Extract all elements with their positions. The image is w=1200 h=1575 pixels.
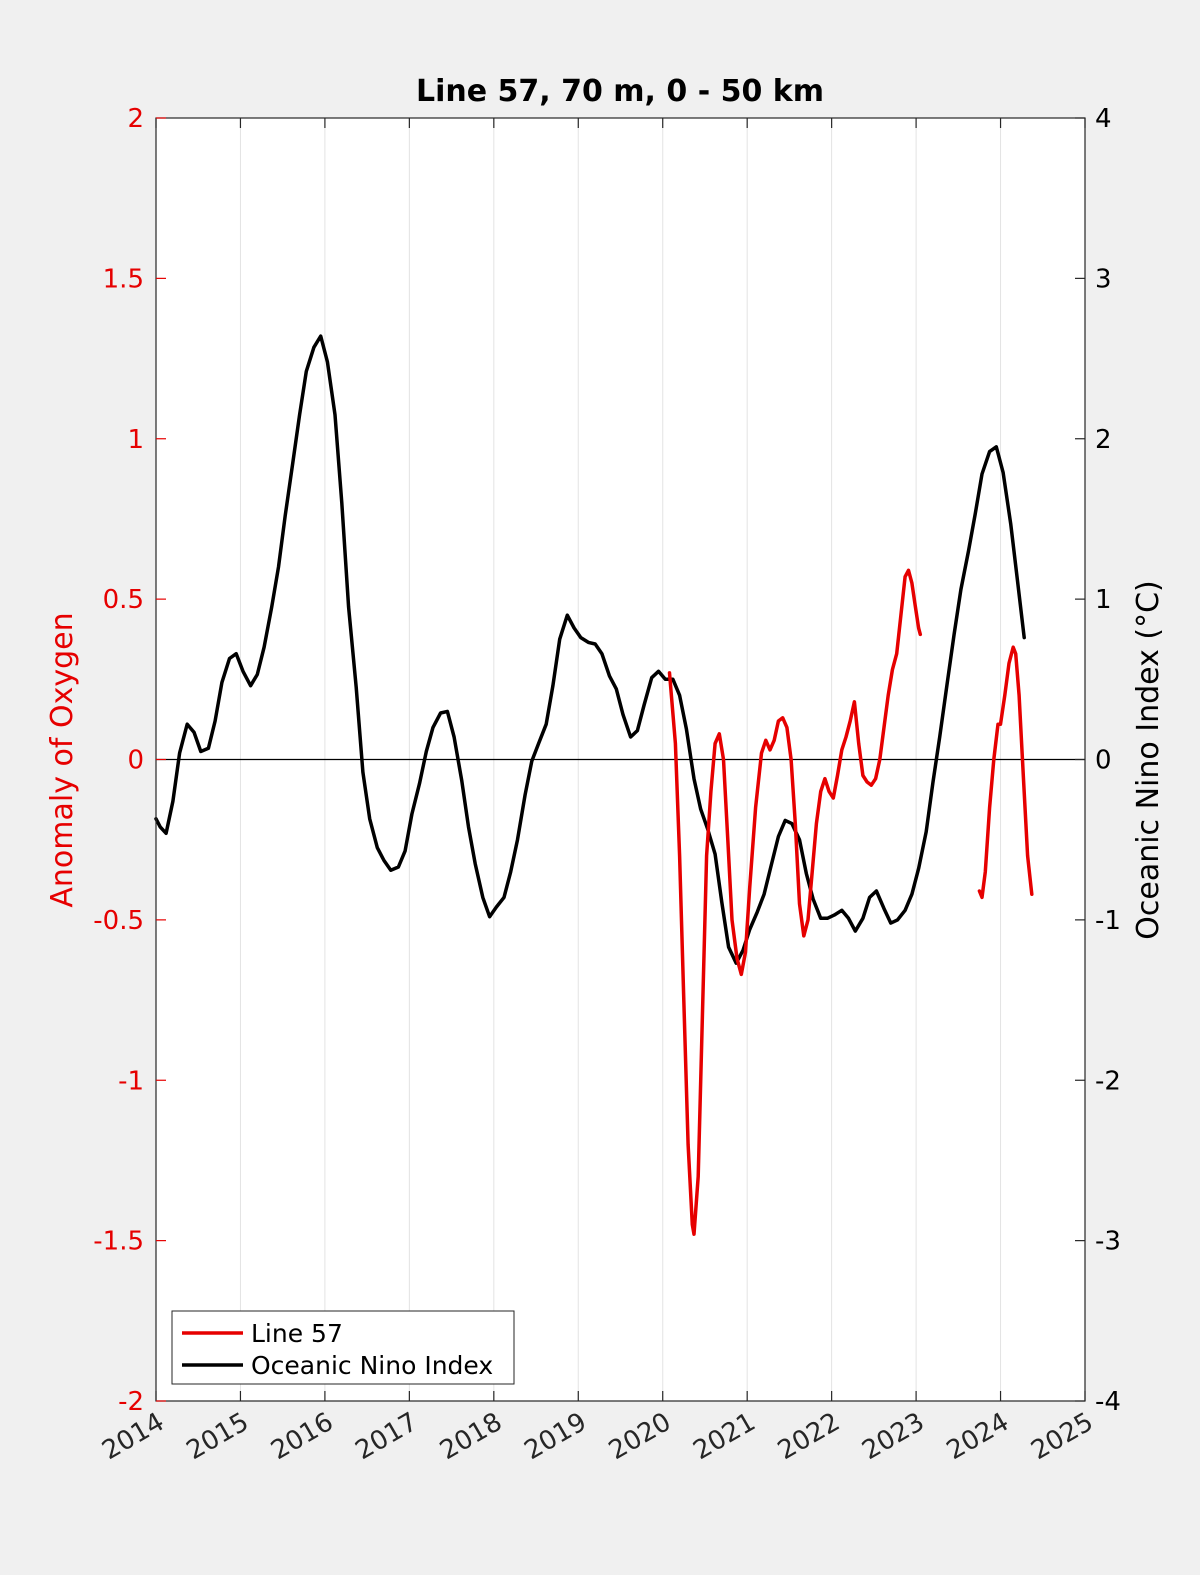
chart-title: Line 57, 70 m, 0 - 50 km xyxy=(416,74,824,109)
left-y-tick-label: -0.5 xyxy=(93,906,144,936)
legend: Line 57 Oceanic Nino Index xyxy=(171,1310,515,1385)
series-layer xyxy=(154,334,1034,1236)
x-tick-label: 2023 xyxy=(857,1407,929,1466)
left-y-tick-label: 2 xyxy=(127,104,144,134)
left-y-tick-label: -2 xyxy=(118,1387,144,1417)
x-tick-label: 2018 xyxy=(435,1407,507,1466)
right-y-tick-label: -2 xyxy=(1095,1066,1121,1096)
left-y-tick-label: 0.5 xyxy=(103,585,144,615)
x-tick-label: 2015 xyxy=(182,1407,254,1466)
right-axis-label: Oceanic Nino Index (°C) xyxy=(1131,580,1166,940)
right-y-tick-label: -1 xyxy=(1095,906,1121,936)
left-y-tick-label: -1.5 xyxy=(93,1227,144,1257)
series-line57-segment-1 xyxy=(977,645,1034,900)
right-y-tick-label: -3 xyxy=(1095,1227,1121,1257)
left-y-tick-label: 1.5 xyxy=(103,264,144,294)
right-y-tick-label: 0 xyxy=(1095,746,1112,776)
right-y-tick-label: -4 xyxy=(1095,1387,1121,1417)
legend-label-line57: Line 57 xyxy=(251,1319,343,1348)
right-y-axis: -4 -3 -2 -1 0 1 2 3 4 xyxy=(1075,104,1121,1417)
legend-box xyxy=(171,1310,515,1385)
x-tick-label: 2024 xyxy=(942,1407,1014,1466)
right-y-tick-label: 1 xyxy=(1095,585,1112,615)
x-tick-label: 2016 xyxy=(266,1407,338,1466)
right-y-tick-label: 2 xyxy=(1095,425,1112,455)
x-tick-label: 2025 xyxy=(1026,1407,1098,1466)
x-tick-label: 2021 xyxy=(688,1407,760,1466)
series-line57-segment-0 xyxy=(667,568,923,1236)
legend-label-oni: Oceanic Nino Index xyxy=(251,1351,493,1380)
right-y-tick-label: 3 xyxy=(1095,264,1112,294)
left-y-tick-label: 1 xyxy=(127,425,144,455)
right-y-tick-label: 4 xyxy=(1095,104,1112,134)
x-tick-label: 2019 xyxy=(519,1407,591,1466)
series-oni-segment-0 xyxy=(154,334,1026,965)
x-tick-label: 2017 xyxy=(351,1407,423,1466)
left-y-tick-label: -1 xyxy=(118,1066,144,1096)
x-tick-label: 2022 xyxy=(773,1407,845,1466)
x-tick-label: 2020 xyxy=(604,1407,676,1466)
left-y-tick-label: 0 xyxy=(127,746,144,776)
left-y-axis: -2 -1.5 -1 -0.5 0 0.5 1 1.5 2 xyxy=(93,104,166,1417)
left-axis-label: Anomaly of Oxygen xyxy=(45,612,80,907)
